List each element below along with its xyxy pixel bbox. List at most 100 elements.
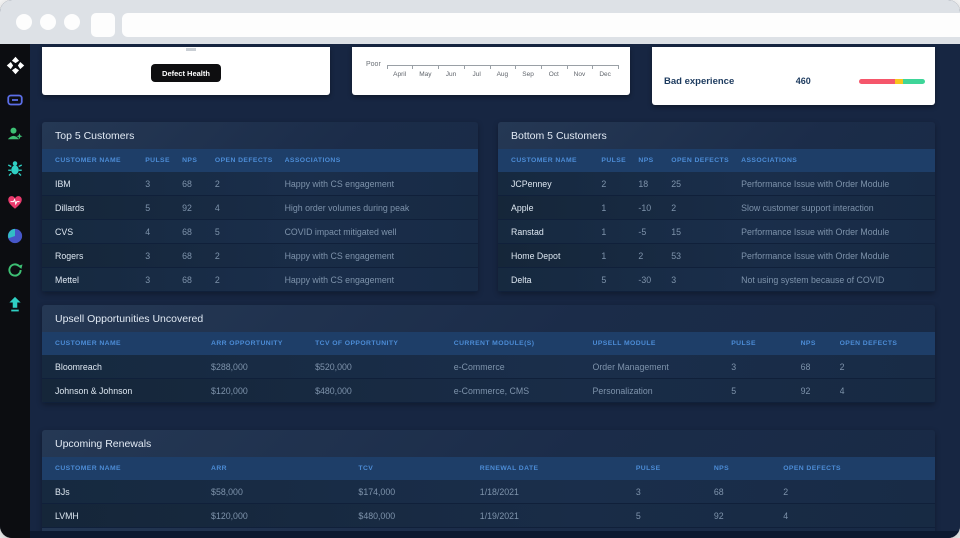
table-cell: 3 [731,361,737,372]
defects-bug-icon[interactable] [6,158,25,177]
table-row[interactable]: LVMH $120,000 $480,000 1/19/2021 5 92 4 [42,504,935,528]
table-cell: Performance Issue with Order Module [741,250,890,261]
table-cell: 92 [182,202,192,213]
table-cell: Personalization [592,385,653,396]
table-cell: 2 [638,250,644,261]
top5-customers-table: CUSTOMER NAME PULSE NPS OPEN DEFECTS ASSOCIA… [42,149,478,292]
table-cell: 68 [800,361,811,372]
table-row[interactable]: Dillards 5 92 4 High order volumes during pe… [42,196,478,220]
table-cell: BJs [55,486,70,497]
table-cell: $120,000 [211,510,248,521]
table-row[interactable]: Home Depot 1 2 53 Performance Issue with Ord… [498,244,935,268]
table-row[interactable]: Ranstad 1 -5 15 Performance Issue with Order… [498,220,935,244]
table-cell: 68 [713,486,724,497]
chart-fragment [186,48,196,51]
table-cell: 5 [635,510,641,521]
upsell-arrow-icon[interactable] [6,294,25,313]
table-row[interactable]: Delta 5 -30 3 Not using system because of CO… [498,268,935,292]
window-controls [16,14,80,30]
table-cell: 25 [671,178,682,189]
table-cell: 5 [601,274,607,285]
table-row[interactable]: Apple 1 -10 2 Slow customer support interact… [498,196,935,220]
table-cell: 2 [214,274,220,285]
address-bar[interactable] [122,13,960,37]
month-label: Jul [472,71,481,78]
health-heart-icon[interactable] [6,192,25,211]
table-row[interactable]: IBM 3 68 2 Happy with CS engagement [42,172,478,196]
table-cell: 5 [731,385,737,396]
column-header: PULSE [601,157,627,164]
axis-tick [412,65,414,69]
table-cell: $480,000 [315,385,352,396]
score-bar-segment [859,78,896,84]
table-cell: Happy with CS engagement [284,274,395,285]
table-cell: 18 [638,178,649,189]
logo-icon[interactable] [6,56,25,75]
table-cell: 1/18/2021 [479,486,519,497]
table-cell: 92 [713,510,724,521]
renewals-refresh-icon[interactable] [6,260,25,279]
month-label: Jun [445,71,457,78]
table-cell: Rogers [55,250,84,261]
table-cell: $174,000 [358,486,396,497]
table-row[interactable]: Mettel 3 68 2 Happy with CS engagement [42,268,478,292]
table-cell: Happy with CS engagement [284,250,395,261]
upsell-opportunities-table: CUSTOMER NAME ARR OPPORTUNITY TCV OF OPPOR… [42,332,935,403]
table-row[interactable]: CVS 4 68 5 COVID impact mitigated well [42,220,478,244]
table-cell: 1 [601,250,607,261]
table-cell: 92 [800,385,811,396]
window-control-close[interactable] [16,14,32,30]
table-row[interactable]: Johnson & Johnson $120,000 $480,000 e-Comme… [42,379,935,403]
axis-tick [463,65,465,69]
column-header: OPEN DEFECTS [839,340,898,347]
app-sidebar [0,44,30,538]
month-label: Sep [522,71,534,78]
table-cell: Delta [511,274,532,285]
window-control-minimize[interactable] [40,14,56,30]
table-cell: $480,000 [358,510,396,521]
window-control-maximize[interactable] [64,14,80,30]
column-header: RENEWAL DATE [479,465,539,472]
table-row[interactable]: BJs $58,000 $174,000 1/18/2021 3 68 2 [42,480,935,504]
defect-health-tooltip[interactable]: Defect Health [151,64,221,82]
dashboard-icon[interactable] [6,90,25,109]
experience-score-bar [859,78,925,84]
analytics-pie-icon[interactable] [6,226,25,245]
table-cell: 15 [671,226,682,237]
table-cell: Home Depot [511,250,561,261]
axis-label-poor: Poor [366,61,381,68]
column-header: PULSE [731,340,756,347]
month-label: Dec [599,71,611,78]
experience-card: Bad experience 460 [652,47,935,105]
customers-icon[interactable] [6,124,25,143]
table-cell: $58,000 [211,486,243,497]
table-cell: 1 [601,226,607,237]
table-cell: -10 [638,202,652,213]
axis-tick [592,65,594,69]
table-row[interactable]: JCPenney 2 18 25 Performance Issue with Orde… [498,172,935,196]
table-cell: LVMH [55,510,79,521]
table-cell: e-Commerce, CMS [453,385,530,396]
table-header-row: CUSTOMER NAME PULSE NPS OPEN DEFECTS ASSOCIA… [42,149,478,172]
table-cell: 1/19/2021 [479,510,519,521]
table-cell: 68 [182,226,192,237]
column-header: NPS [800,340,816,347]
column-header: CURRENT MODULE(S) [453,340,535,347]
column-header: OPEN DEFECTS [671,157,730,164]
month-label: April [393,71,407,78]
table-cell: Not using system because of COVID [741,274,885,285]
table-cell: Happy with CS engagement [284,178,395,189]
table-cell: Mettel [55,274,79,285]
column-header: PULSE [145,157,170,164]
experience-value: 460 [795,76,811,86]
defect-health-card: Defect Health [42,47,330,95]
table-row[interactable]: Bloomreach $288,000 $520,000 e-Commerce Orde… [42,355,935,379]
table-cell: 53 [671,250,682,261]
browser-tab[interactable] [91,13,115,37]
table-cell: 4 [839,385,845,396]
table-cell: 2 [783,486,789,497]
bottom5-customers-panel: Bottom 5 Customers CUSTOMER NAME PULSE NPS… [498,122,935,292]
table-row[interactable]: Rogers 3 68 2 Happy with CS engagement [42,244,478,268]
table-cell: 2 [214,178,220,189]
